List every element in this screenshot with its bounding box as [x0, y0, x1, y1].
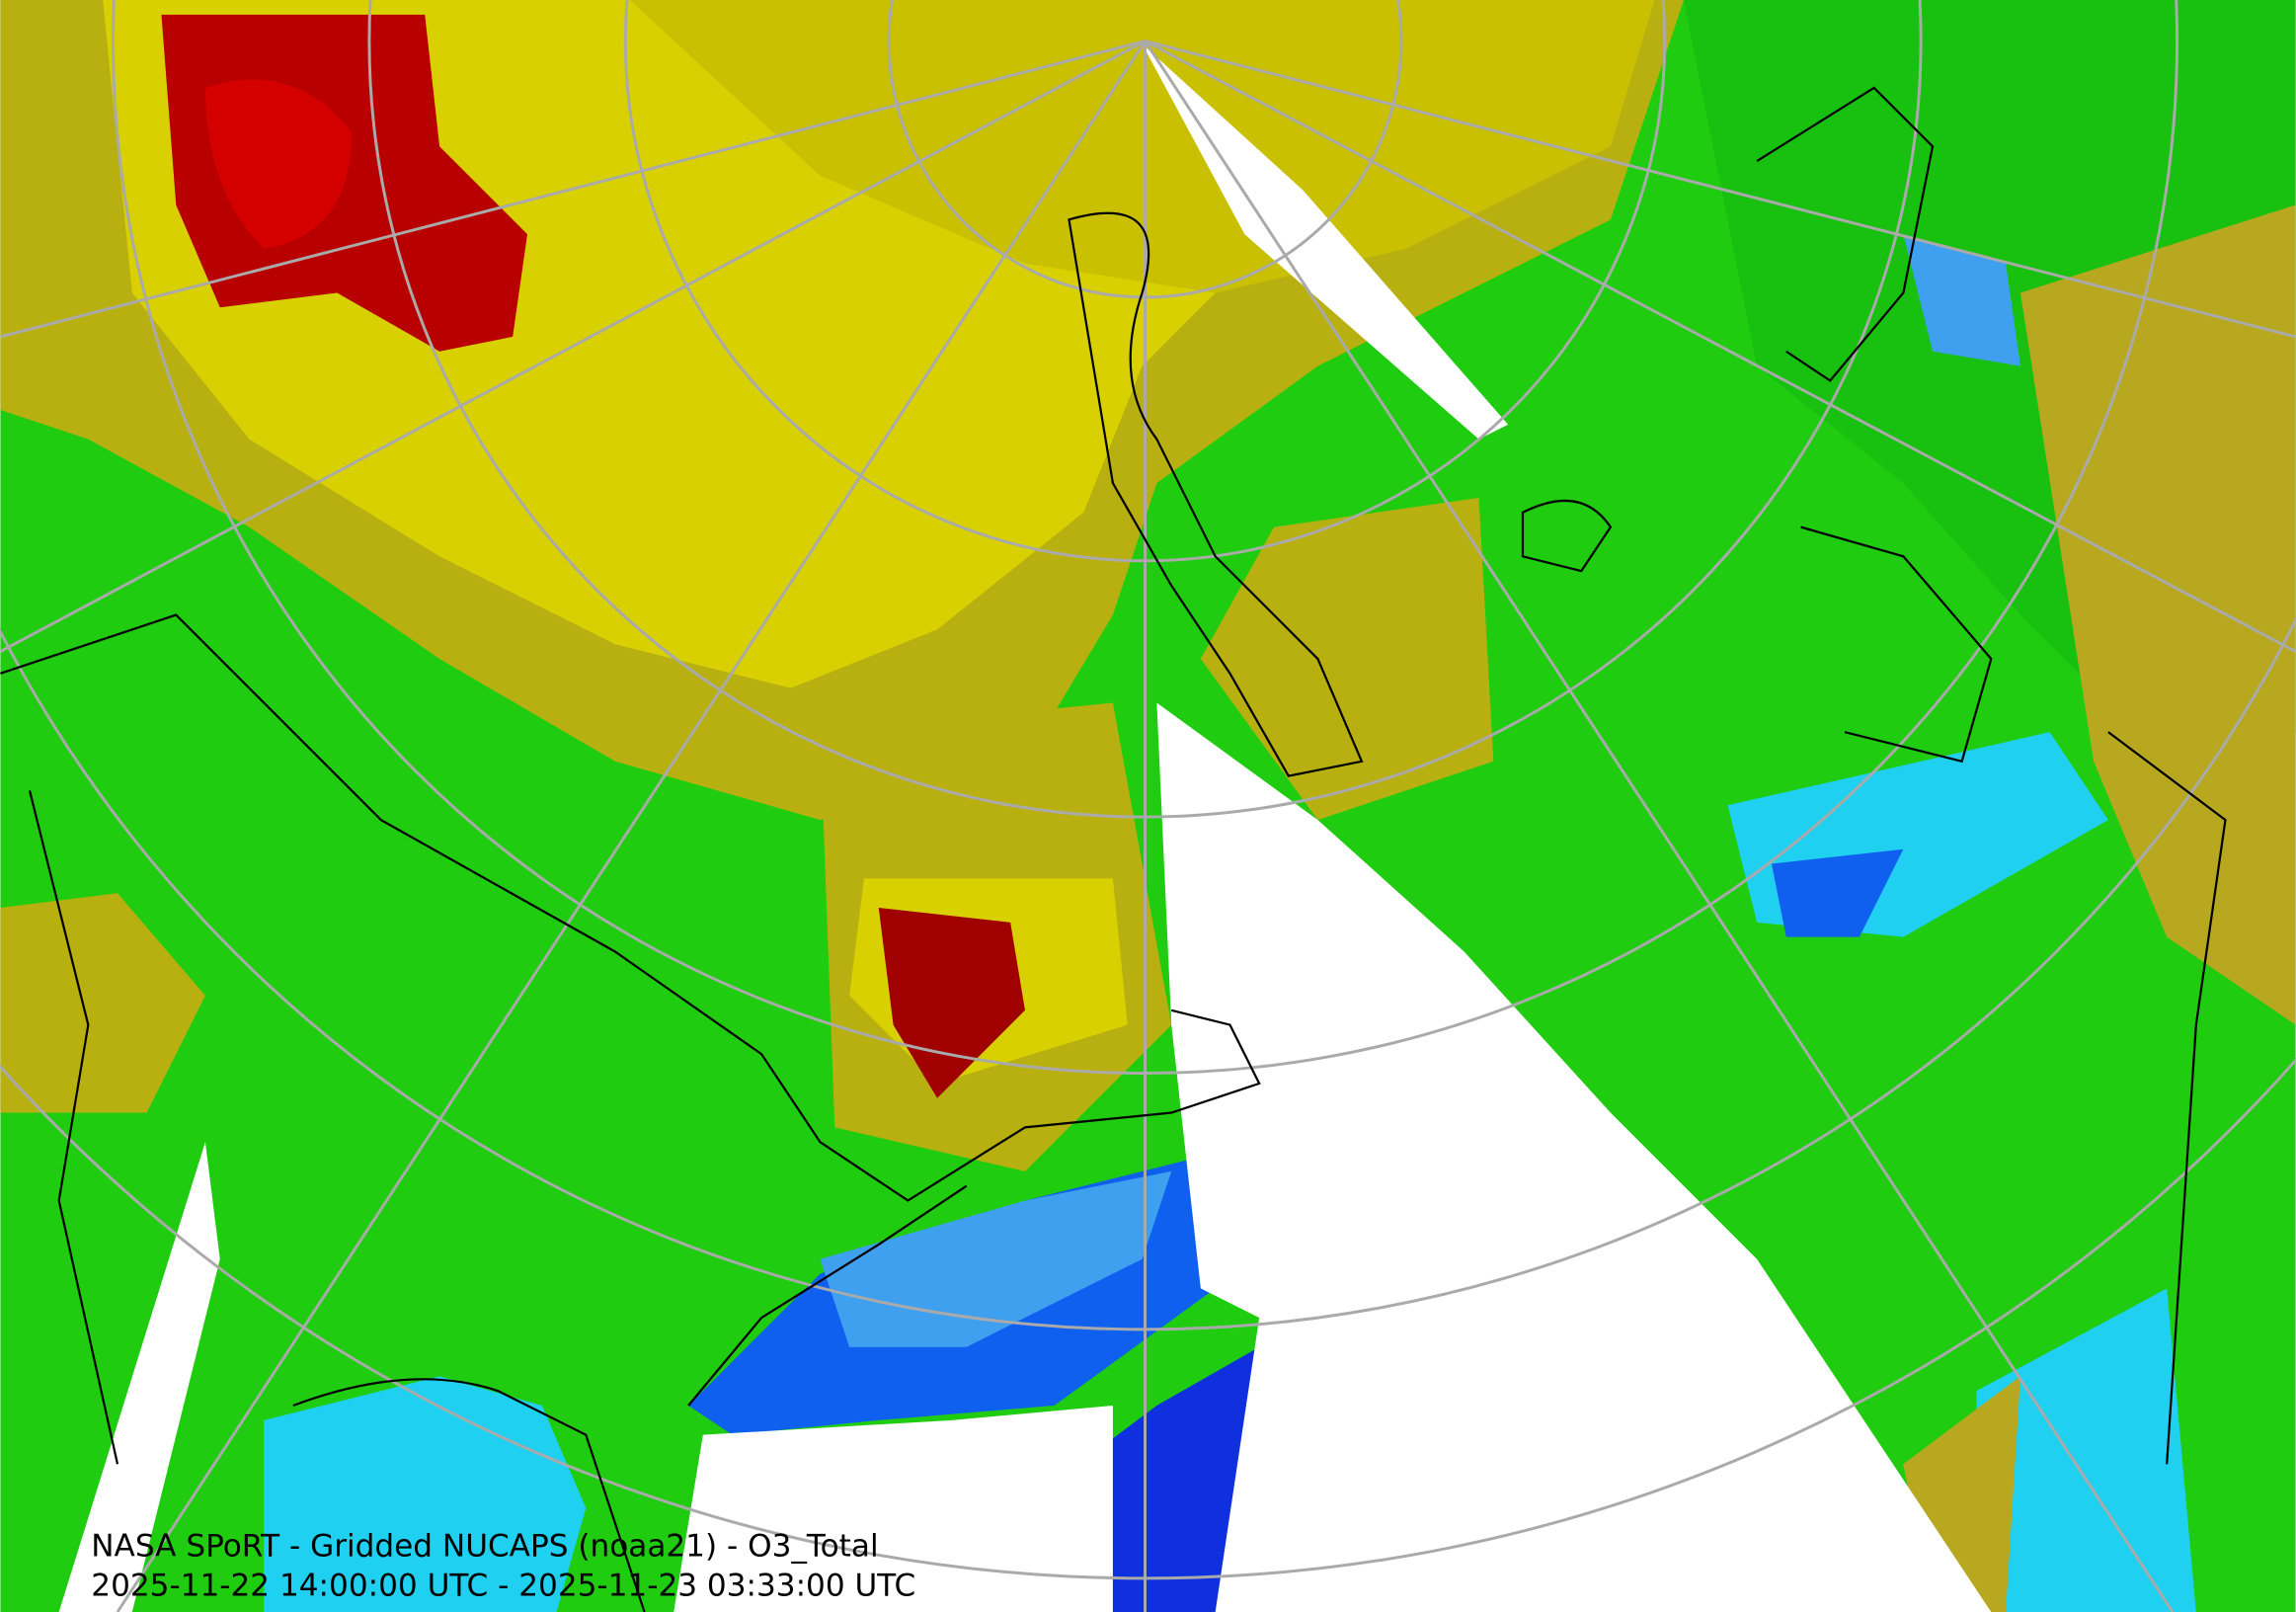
caption-line2: 2025-11-22 14:00:00 UTC - 2025-11-23 03:…: [91, 1569, 915, 1604]
coastlines: [0, 86, 2227, 1612]
caption-line1: NASA SPoRT - Gridded NUCAPS (noaa21) - O…: [91, 1529, 878, 1565]
